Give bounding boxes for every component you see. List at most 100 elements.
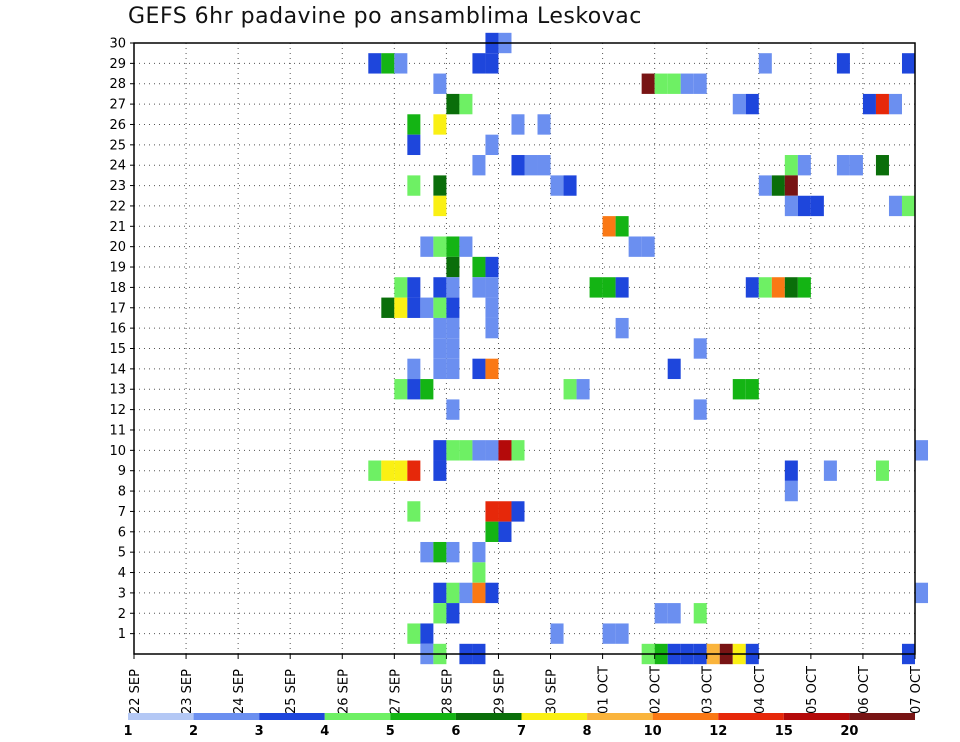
precip-cell — [433, 317, 447, 339]
legend-swatch — [587, 713, 653, 720]
x-tick-label: 07 OCT — [909, 666, 924, 714]
precip-cell — [797, 277, 811, 298]
precip-cell — [381, 53, 395, 74]
precip-cell — [394, 460, 408, 481]
precip-cell — [485, 256, 499, 278]
precip-cell — [407, 501, 421, 522]
precip-cell — [407, 175, 421, 196]
y-tick-label: 17 — [109, 301, 126, 316]
precip-cell — [784, 195, 798, 217]
precip-cell — [693, 399, 707, 420]
x-tick-label: 04 OCT — [753, 666, 768, 714]
y-tick-label: 6 — [118, 525, 126, 540]
precip-cell — [745, 277, 759, 298]
precip-cell — [433, 358, 447, 380]
precip-cell — [381, 297, 395, 318]
precip-cell — [407, 134, 421, 156]
precip-cell — [524, 155, 538, 176]
precip-cell — [732, 93, 746, 115]
precip-cell — [745, 379, 759, 400]
legend-label: 8 — [583, 724, 592, 739]
precip-cell — [420, 541, 434, 563]
precip-cell — [485, 582, 499, 604]
precip-cell — [511, 155, 525, 176]
precip-cell — [784, 155, 798, 176]
precip-cell — [797, 195, 811, 217]
precip-cell — [758, 53, 772, 74]
y-tick-label: 28 — [109, 77, 126, 92]
precip-cell — [472, 358, 486, 380]
precip-cell — [901, 195, 915, 217]
precip-cell — [654, 73, 668, 94]
legend-label: 7 — [517, 724, 526, 739]
precip-cell — [472, 256, 486, 278]
precip-cell — [446, 440, 460, 461]
precip-cell — [459, 93, 473, 115]
precip-cell — [420, 236, 434, 257]
y-tick-label: 18 — [109, 281, 126, 296]
precip-cell — [446, 277, 460, 298]
legend-swatch — [652, 713, 719, 720]
y-tick-label: 16 — [109, 322, 126, 337]
y-tick-label: 5 — [118, 546, 126, 561]
precip-cell — [823, 460, 837, 481]
y-tick-label: 24 — [109, 159, 126, 174]
x-tick-label: 02 OCT — [649, 666, 664, 714]
precip-cell — [472, 53, 486, 74]
y-tick-label: 1 — [118, 627, 126, 642]
precip-cell — [602, 277, 616, 298]
y-tick-label: 7 — [118, 505, 126, 520]
chart-title: GEFS 6hr padavine po ansamblima Leskovac — [128, 4, 642, 29]
precip-cell — [485, 277, 499, 298]
precip-cell — [446, 317, 460, 339]
precip-cell — [446, 297, 460, 318]
x-tick-label: 28 SEP — [440, 669, 455, 714]
precip-cell — [693, 338, 707, 359]
x-tick-label: 29 SEP — [492, 669, 507, 714]
precip-cell — [433, 460, 447, 481]
precip-cell — [433, 236, 447, 257]
precip-cell — [433, 114, 447, 135]
precip-cell — [485, 440, 499, 461]
precip-cell — [511, 501, 525, 522]
precip-cell — [485, 297, 499, 318]
precip-cell — [433, 277, 447, 298]
x-tick-label: 26 SEP — [336, 669, 351, 714]
precip-cell — [836, 155, 850, 176]
precip-cell — [797, 155, 811, 176]
legend-swatch — [521, 713, 588, 720]
precip-cell — [446, 603, 460, 624]
y-tick-label: 29 — [109, 57, 126, 72]
y-tick-label: 11 — [109, 423, 126, 438]
precip-cell — [498, 521, 512, 542]
precip-cell — [368, 460, 382, 481]
precip-cell — [433, 73, 447, 94]
precip-cell — [667, 603, 681, 624]
precip-cell — [589, 277, 603, 298]
precip-cell — [420, 297, 434, 318]
y-tick-label: 10 — [109, 444, 126, 459]
precip-cell — [563, 379, 577, 400]
legend-swatch — [455, 713, 522, 720]
y-tick-label: 21 — [109, 220, 126, 235]
x-tick-label: 30 SEP — [545, 669, 560, 714]
precip-cell — [485, 358, 499, 380]
precip-cell — [550, 623, 564, 644]
precip-cell — [758, 277, 772, 298]
precip-cell — [446, 358, 460, 380]
x-tick-label: 01 OCT — [597, 666, 612, 714]
precip-cell — [667, 358, 681, 380]
precip-cell — [407, 297, 421, 318]
y-tick-label: 25 — [109, 138, 126, 153]
precip-cell — [888, 195, 902, 217]
precip-cell — [433, 297, 447, 318]
precip-cell — [693, 73, 707, 94]
x-tick-label: 06 OCT — [857, 666, 872, 714]
precip-cell — [407, 623, 421, 644]
legend-swatch — [128, 713, 194, 720]
legend-label: 3 — [255, 724, 264, 739]
legend-swatch — [718, 713, 784, 720]
precip-cell — [758, 175, 772, 196]
precip-cell — [602, 216, 616, 237]
